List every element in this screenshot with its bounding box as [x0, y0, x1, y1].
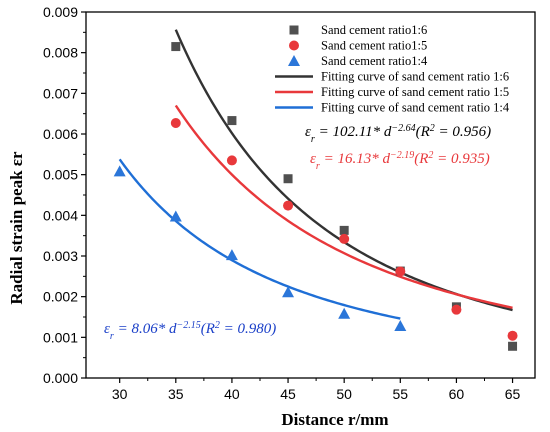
x-tick-label: 45	[280, 386, 296, 402]
legend-label: Sand cement ratio1:4	[321, 54, 428, 68]
legend-marker-circle	[289, 40, 299, 51]
data-point-square	[508, 341, 518, 351]
data-point-square	[171, 42, 181, 52]
data-point-square	[283, 174, 293, 184]
legend-label: Sand cement ratio1:5	[321, 39, 427, 53]
data-point-triangle	[113, 165, 126, 177]
data-point-circle	[283, 200, 294, 211]
y-tick-label: 0.009	[43, 4, 78, 20]
legend-label: Fitting curve of sand cement ratio 1:4	[321, 101, 510, 115]
data-point-triangle	[394, 319, 407, 331]
legend: Sand cement ratio1:6 Sand cement ratio1:5…	[275, 23, 510, 115]
data-point-circle	[339, 233, 350, 244]
y-tick-label: 0.008	[43, 45, 78, 61]
y-tick-label: 0.000	[43, 370, 78, 386]
y-tick-label: 0.004	[43, 207, 78, 223]
axes: 30 35 40 45 50 55 60 65 0.000 0.001 0.002 0.003 0.00…	[43, 4, 536, 402]
data-point-circle	[226, 155, 237, 166]
legend-label: Fitting curve of sand cement ratio 1:5	[321, 85, 509, 99]
data-point-square	[339, 225, 349, 235]
y-tick-label: 0.001	[43, 329, 78, 345]
y-tick-label: 0.007	[43, 85, 78, 101]
data-point-triangle	[225, 249, 238, 261]
y-tick-label: 0.003	[43, 248, 78, 264]
legend-label: Fitting curve of sand cement ratio 1:6	[321, 70, 509, 84]
x-tick-label: 50	[336, 386, 352, 402]
x-tick-label: 40	[224, 386, 240, 402]
x-axis-title: Distance r/mm	[281, 410, 388, 429]
data-point-circle	[395, 266, 406, 277]
x-tick-label: 30	[112, 386, 128, 402]
equation-ratio-1-4: εr = 8.06* d−2.15(R2 = 0.980)	[104, 320, 276, 342]
x-tick-label: 65	[505, 386, 521, 402]
equation-ratio-1-6: εr = 102.11* d−2.64(R2 = 0.956)	[305, 123, 491, 145]
data-point-circle	[451, 304, 462, 315]
x-tick-label: 60	[449, 386, 465, 402]
fit-curve-3	[118, 158, 401, 320]
data-point-circle	[507, 330, 518, 341]
y-tick-label: 0.005	[43, 167, 78, 183]
legend-marker-triangle	[288, 55, 300, 66]
legend-marker-square	[289, 25, 299, 35]
x-tick-label: 55	[393, 386, 409, 402]
legend-label: Sand cement ratio1:6	[321, 23, 427, 37]
data-point-triangle	[282, 286, 295, 298]
fit-curve-2	[174, 104, 513, 309]
data-point-circle	[170, 118, 181, 129]
data-point-square	[227, 116, 237, 126]
data-points	[113, 42, 518, 351]
data-point-triangle	[338, 307, 351, 319]
y-tick-label: 0.002	[43, 289, 78, 305]
equation-ratio-1-5: εr = 16.13* d−2.19(R2 = 0.935)	[310, 150, 490, 172]
data-point-triangle	[169, 210, 182, 222]
y-tick-label: 0.006	[43, 126, 78, 142]
y-axis-title: Radial strain peak εr	[7, 151, 26, 305]
x-tick-label: 35	[168, 386, 184, 402]
